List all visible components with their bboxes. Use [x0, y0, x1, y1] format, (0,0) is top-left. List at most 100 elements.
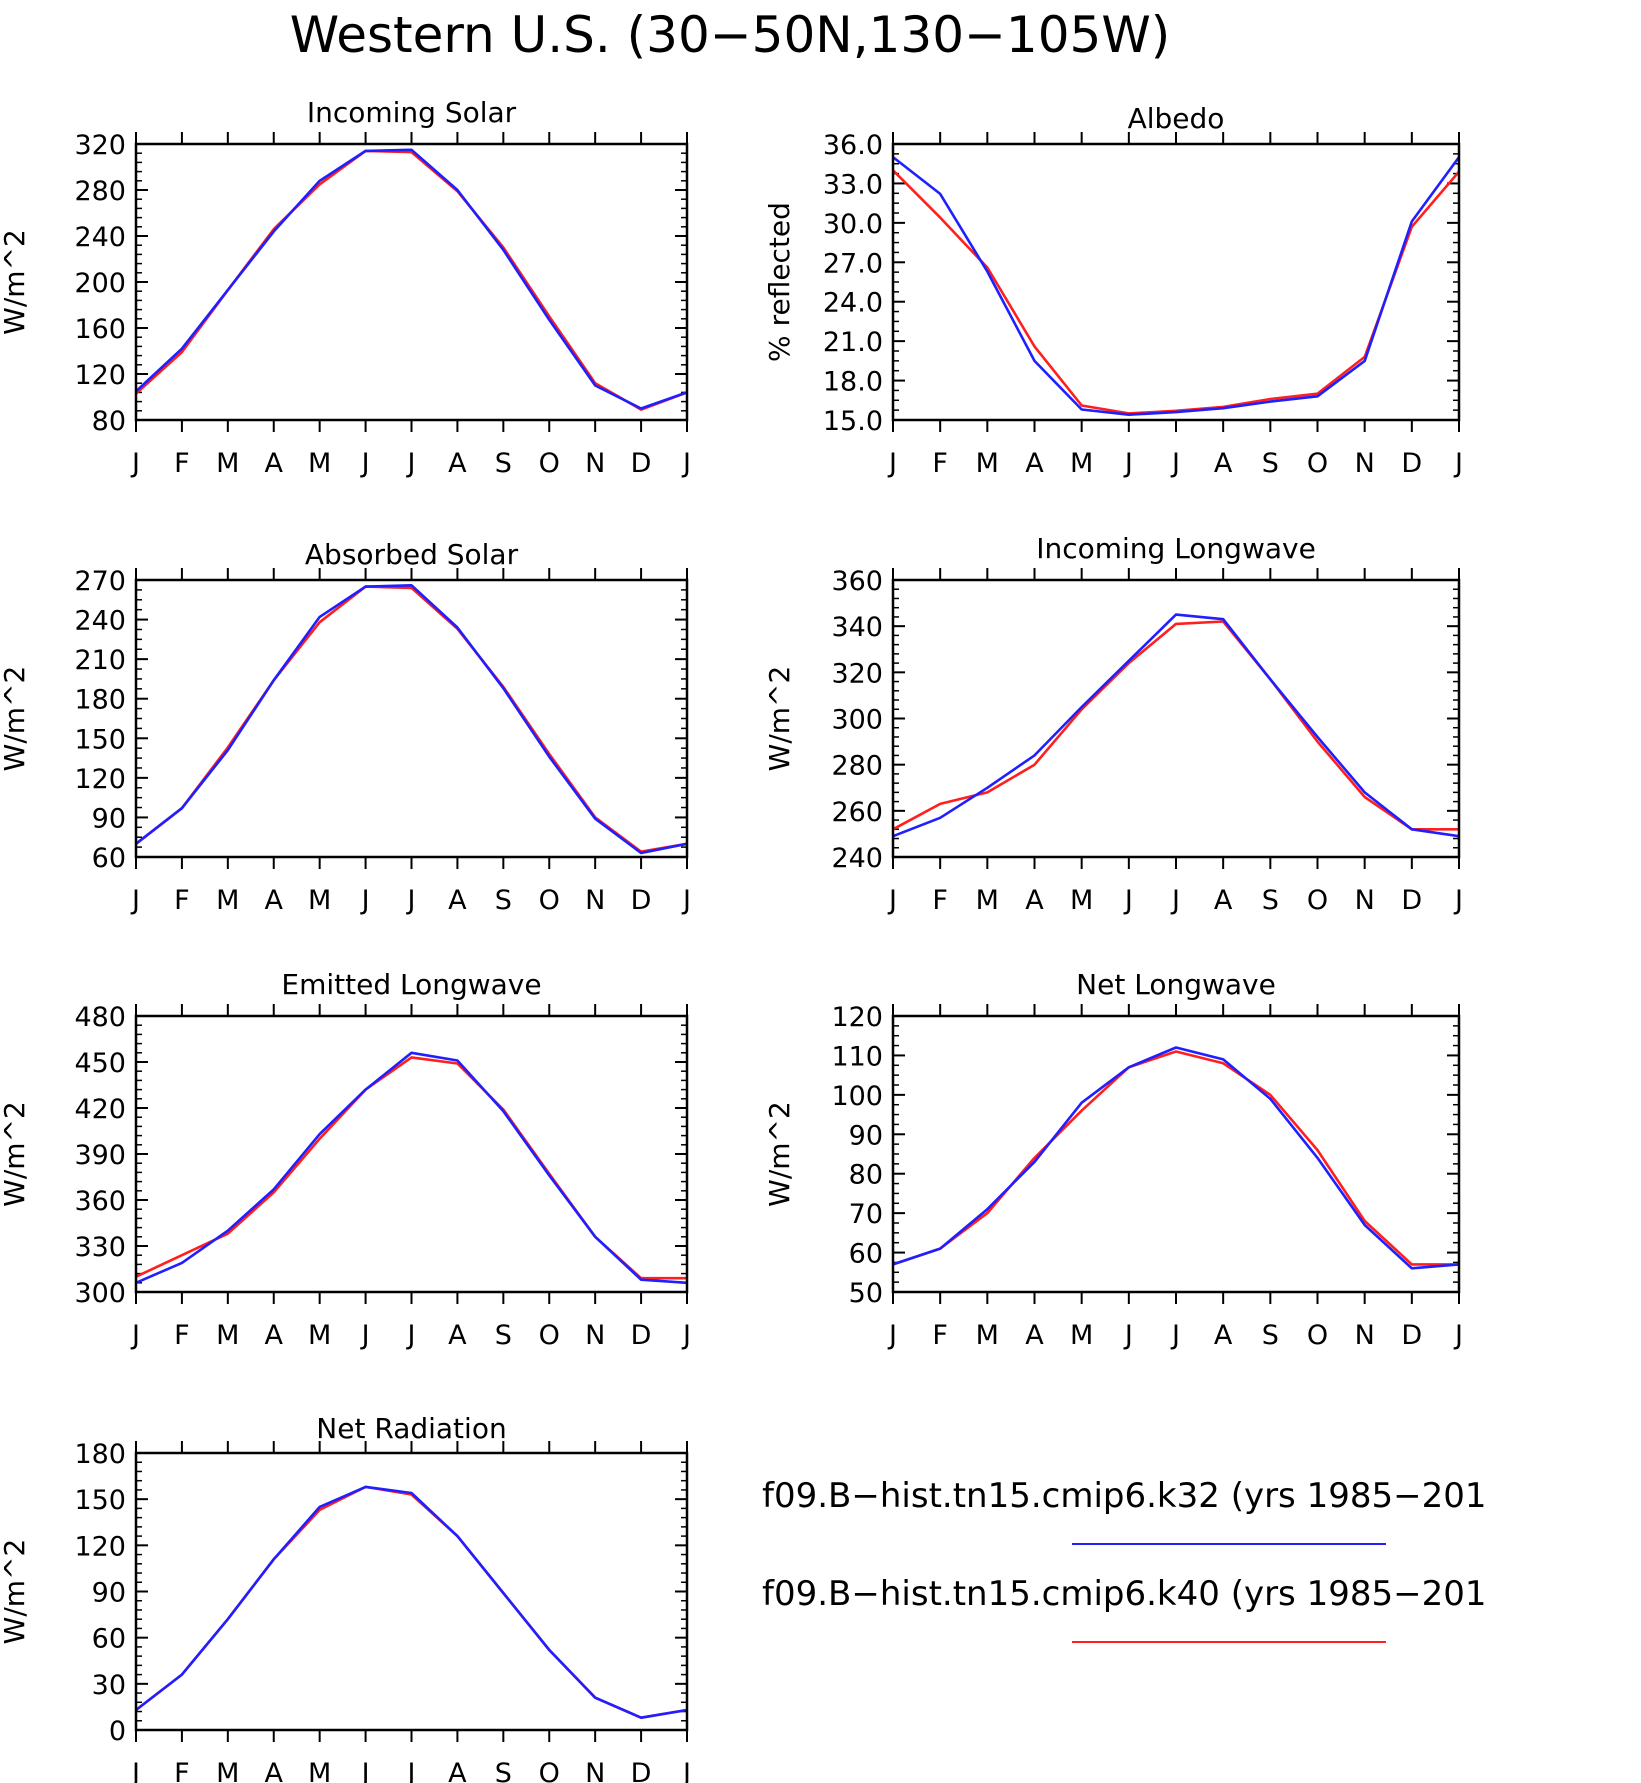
x-tick-label: S — [1262, 448, 1279, 479]
y-tick-label: 100 — [831, 1081, 883, 1112]
y-tick-label: 320 — [831, 658, 883, 689]
series-line-k32 — [892, 1046, 1460, 1270]
x-tick-label: J — [1123, 885, 1133, 916]
x-tick-label: N — [1355, 448, 1375, 479]
x-tick-label: J — [681, 1758, 691, 1783]
series-line-k32 — [135, 148, 688, 410]
x-tick-label: N — [1355, 1320, 1375, 1351]
x-tick-label: O — [539, 1758, 560, 1783]
legend-label-k32: f09.B−hist.tn15.cmip6.k32 (yrs 1985−201 — [762, 1476, 1487, 1516]
legend: f09.B−hist.tn15.cmip6.k32 (yrs 1985−201 … — [762, 1476, 1487, 1643]
panel-title: Absorbed Solar — [305, 538, 519, 571]
series-line-k40 — [892, 1050, 1459, 1266]
x-tick-label: M — [216, 1758, 239, 1783]
x-tick-label: A — [448, 448, 467, 479]
x-tick-label: F — [174, 1758, 190, 1783]
x-tick-label: D — [1401, 448, 1422, 479]
x-tick-label: J — [681, 448, 691, 479]
x-tick-label: N — [1355, 885, 1375, 916]
x-tick-label: F — [174, 448, 190, 479]
x-tick-label: N — [585, 1320, 605, 1351]
series-line-k32 — [135, 1051, 688, 1285]
x-tick-label: J — [406, 1758, 416, 1783]
x-tick-label: J — [1170, 448, 1180, 479]
y-tick-label: 180 — [74, 685, 126, 716]
y-tick-label: 300 — [831, 705, 883, 736]
x-tick-label: F — [932, 448, 948, 479]
x-tick-label: A — [265, 1758, 284, 1783]
x-tick-label: F — [174, 1320, 190, 1351]
x-tick-label: N — [585, 885, 605, 916]
x-tick-label: M — [216, 885, 239, 916]
y-axis-label: W/m^2 — [0, 1101, 31, 1207]
x-tick-label: J — [1123, 1320, 1133, 1351]
x-tick-label: J — [1170, 885, 1180, 916]
panel-title: Albedo — [1128, 102, 1225, 135]
y-tick-label: 280 — [74, 176, 126, 207]
x-tick-label: O — [1307, 448, 1328, 479]
y-tick-label: 120 — [831, 1002, 883, 1033]
x-tick-label: S — [495, 448, 512, 479]
x-tick-label: S — [495, 885, 512, 916]
y-tick-label: 21.0 — [823, 327, 883, 358]
x-tick-label: J — [681, 885, 691, 916]
y-tick-label: 90 — [92, 1578, 126, 1609]
x-tick-label: D — [1401, 1320, 1422, 1351]
series-line-k32 — [135, 1485, 688, 1719]
plot-frame — [891, 142, 1461, 422]
y-tick-label: 120 — [74, 1531, 126, 1562]
x-tick-label: J — [360, 1320, 370, 1351]
x-tick-label: J — [887, 885, 897, 916]
y-tick-label: 450 — [74, 1048, 126, 1079]
y-tick-label: 420 — [74, 1094, 126, 1125]
y-tick-label: 200 — [74, 268, 126, 299]
x-tick-label: D — [631, 1758, 652, 1783]
figure-title: Western U.S. (30−50N,130−105W) — [290, 6, 1171, 64]
x-tick-label: M — [216, 1320, 239, 1351]
y-tick-label: 240 — [831, 843, 883, 874]
x-tick-label: J — [130, 1320, 140, 1351]
x-tick-label: J — [1453, 448, 1463, 479]
y-axis-label: W/m^2 — [0, 229, 31, 335]
panel-0: Incoming Solar W/m^2 80 120 160 200 240 280 320 J… — [0, 96, 691, 479]
y-tick-label: 27.0 — [823, 248, 883, 279]
x-tick-label: J — [130, 885, 140, 916]
series-line-k32 — [892, 156, 1461, 417]
x-tick-label: J — [360, 885, 370, 916]
y-tick-label: 240 — [74, 606, 126, 637]
y-tick-label: 260 — [831, 797, 883, 828]
x-tick-label: D — [1401, 885, 1422, 916]
x-tick-label: J — [406, 885, 416, 916]
y-tick-label: 33.0 — [823, 169, 883, 200]
y-tick-label: 280 — [831, 751, 883, 782]
x-tick-label: S — [1262, 1320, 1279, 1351]
x-tick-label: O — [539, 885, 560, 916]
x-tick-label: M — [308, 885, 331, 916]
y-tick-label: 30 — [92, 1670, 126, 1701]
series-line-k40 — [135, 1485, 688, 1719]
y-tick-label: 150 — [74, 1485, 126, 1516]
x-tick-label: A — [1214, 448, 1233, 479]
x-tick-label: O — [539, 448, 560, 479]
x-tick-label: M — [1070, 1320, 1093, 1351]
x-tick-label: A — [448, 1758, 467, 1783]
x-tick-label: J — [887, 1320, 897, 1351]
panel-4: Emitted Longwave W/m^2 300 330 360 390 420 450 4… — [0, 968, 691, 1351]
y-tick-label: 330 — [74, 1232, 126, 1263]
panel-title: Net Longwave — [1076, 968, 1276, 1001]
y-tick-label: 60 — [92, 1624, 126, 1655]
panel-title: Incoming Solar — [307, 96, 517, 129]
x-tick-label: J — [360, 1758, 370, 1783]
y-tick-label: 210 — [74, 645, 126, 676]
series-line-k40 — [135, 149, 688, 411]
x-tick-label: J — [1170, 1320, 1180, 1351]
x-tick-label: J — [130, 1758, 140, 1783]
y-axis-label: W/m^2 — [0, 666, 31, 772]
x-tick-label: A — [448, 1320, 467, 1351]
x-tick-label: S — [495, 1758, 512, 1783]
panel-2: Absorbed Solar W/m^2 60 90 120 150 180 210 240 27… — [0, 538, 691, 916]
plot-frame — [891, 1014, 1461, 1294]
x-tick-label: A — [1025, 1320, 1044, 1351]
plot-frame — [134, 142, 689, 422]
